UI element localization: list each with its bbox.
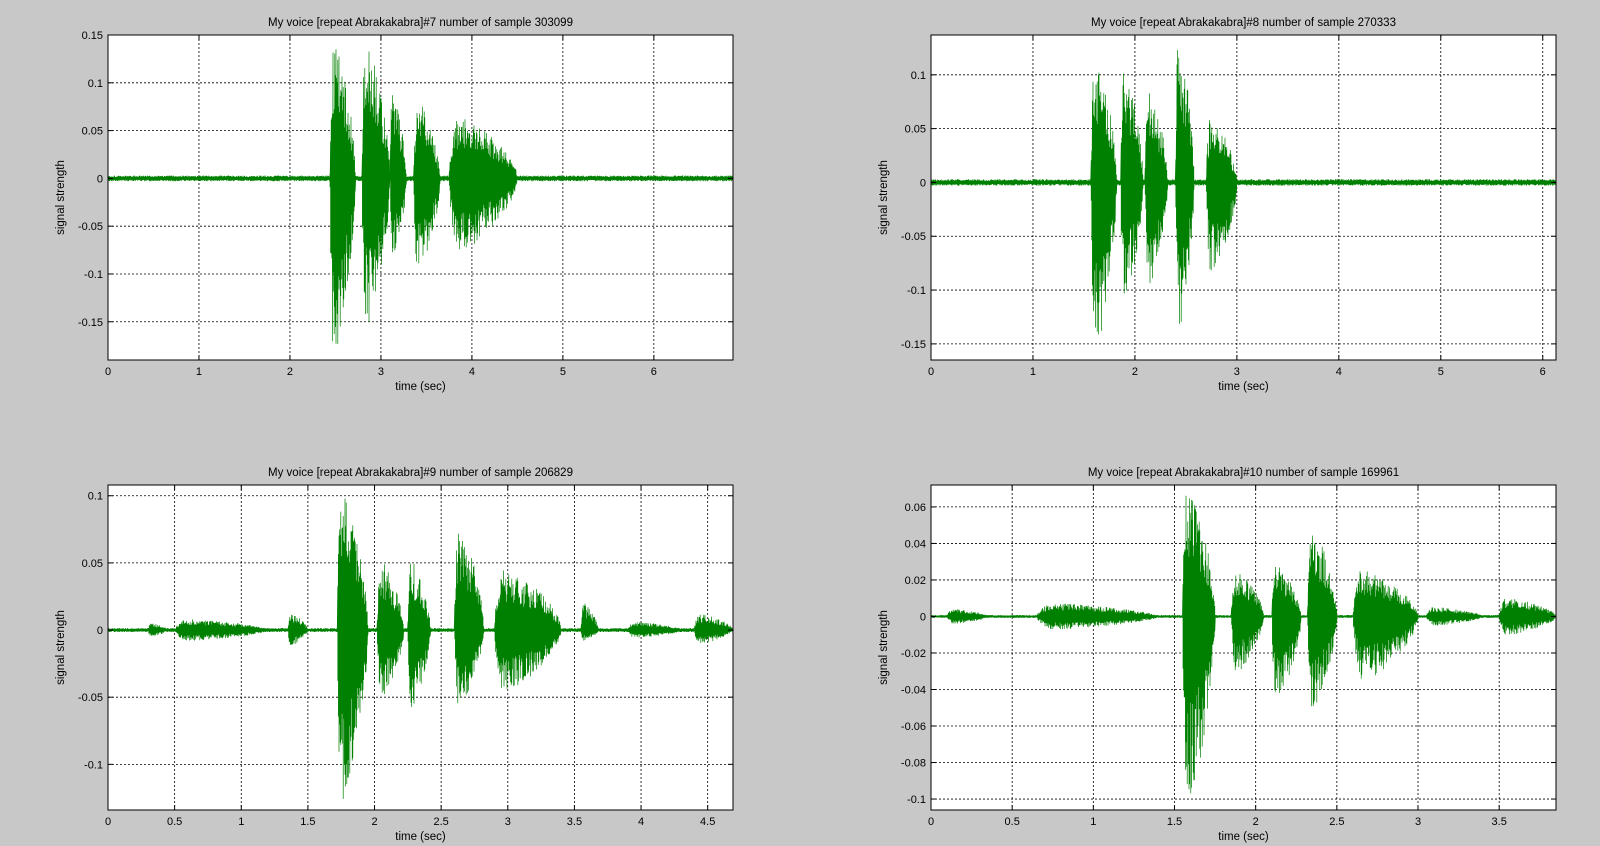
y-axis-label: signal strength	[878, 610, 890, 685]
x-tick-label: 4	[638, 816, 644, 828]
y-tick-label: 0.06	[905, 502, 926, 514]
x-tick-label: 3.5	[567, 816, 582, 828]
chart-title: My voice [repeat Abrakakabra]#8 number o…	[1091, 17, 1396, 29]
chart-1: 0 1 2 3 4 5 6 -0.15 -0.1 -0.05 0 0.05 0.1 0.15 My voic…	[55, 17, 734, 393]
y-tick-label: -0.1	[84, 759, 103, 771]
chart-2: 0 1 2 3 4 5 6 -0.15 -0.1 -0.05 0 0.05 0.1 My voice [r…	[878, 17, 1557, 393]
x-tick-label: 2	[1132, 366, 1138, 378]
axes-frame	[930, 484, 1557, 811]
x-tick-label: 4	[1336, 366, 1342, 378]
x-tick-label: 2.5	[1329, 816, 1344, 828]
x-tick-label: 3	[1234, 366, 1240, 378]
y-tick-label: -0.05	[901, 231, 926, 243]
axes-frame	[930, 34, 1557, 361]
x-axis-label: time (sec)	[395, 381, 446, 393]
x-tick-label: 6	[1540, 366, 1546, 378]
signal-line	[930, 495, 1556, 794]
chart-title: My voice [repeat Abrakakabra]#7 number o…	[268, 17, 573, 29]
chart-4: 0 0.5 1 1.5 2 2.5 3 3.5 -0.1 -0.08 -0.06 -0.04 -0.02…	[878, 467, 1557, 843]
y-tick-label: -0.05	[78, 692, 103, 704]
y-tick-label: 0.04	[905, 538, 926, 550]
y-tick-label: -0.15	[78, 317, 103, 329]
y-tick-label: 0.05	[82, 126, 103, 138]
y-tick-label: -0.02	[901, 648, 926, 660]
y-axis-label: signal strength	[878, 160, 890, 235]
x-tick-label: 2	[1253, 816, 1259, 828]
x-tick-label: 2.5	[434, 816, 449, 828]
x-tick-label: 6	[651, 366, 657, 378]
x-tick-label: 4	[469, 366, 475, 378]
signal-line	[107, 49, 733, 345]
y-tick-label: 0	[920, 611, 926, 623]
y-tick-label: -0.15	[901, 339, 926, 351]
y-tick-label: 0.02	[905, 575, 926, 587]
x-tick-label: 1	[1090, 816, 1096, 828]
y-tick-label: -0.05	[78, 221, 103, 233]
x-axis-label: time (sec)	[1218, 381, 1269, 393]
y-tick-label: -0.04	[901, 684, 926, 696]
x-tick-label: 2	[371, 816, 377, 828]
x-tick-label: 3	[1415, 816, 1421, 828]
x-tick-label: 0	[928, 816, 934, 828]
x-tick-label: 0.5	[1005, 816, 1020, 828]
x-tick-label: 1	[196, 366, 202, 378]
axes-frame	[107, 34, 734, 361]
x-tick-label: 5	[1438, 366, 1444, 378]
x-tick-label: 0	[105, 366, 111, 378]
x-tick-label: 5	[560, 366, 566, 378]
chart-3: 0 0.5 1 1.5 2 2.5 3 3.5 4 4.5 -0.1 -0.05 0 0.05 0.1 My …	[55, 467, 734, 843]
y-tick-label: 0.1	[88, 491, 103, 503]
x-tick-label: 1.5	[300, 816, 315, 828]
x-tick-label: 0	[105, 816, 111, 828]
signal-line	[107, 498, 733, 799]
x-axis-label: time (sec)	[395, 831, 446, 843]
y-axis-label: signal strength	[55, 610, 67, 685]
y-tick-label: -0.06	[901, 721, 926, 733]
y-tick-label: 0	[920, 177, 926, 189]
signal-line	[930, 50, 1556, 335]
y-tick-label: -0.08	[901, 758, 926, 770]
x-tick-label: 3	[505, 816, 511, 828]
y-tick-label: 0.1	[88, 78, 103, 90]
y-tick-label: 0.05	[905, 124, 926, 136]
y-tick-label: -0.1	[907, 794, 926, 806]
y-tick-label: 0.1	[911, 70, 926, 82]
plot-area	[931, 35, 1556, 360]
y-tick-label: 0.05	[82, 558, 103, 570]
x-tick-label: 2	[287, 366, 293, 378]
x-tick-label: 0	[928, 366, 934, 378]
y-tick-label: 0	[97, 625, 103, 637]
y-tick-label: -0.1	[84, 269, 103, 281]
y-tick-label: -0.1	[907, 285, 926, 297]
x-tick-label: 3	[378, 366, 384, 378]
y-tick-label: 0.15	[82, 30, 103, 42]
x-tick-label: 4.5	[700, 816, 715, 828]
y-tick-label: 0	[97, 173, 103, 185]
y-axis-label: signal strength	[55, 160, 67, 235]
x-tick-label: 0.5	[167, 816, 182, 828]
x-tick-label: 1	[1030, 366, 1036, 378]
axes-frame	[107, 484, 734, 811]
chart-title: My voice [repeat Abrakakabra]#10 number …	[1088, 467, 1399, 479]
x-tick-label: 1.5	[1167, 816, 1182, 828]
x-tick-label: 3.5	[1492, 816, 1507, 828]
x-tick-label: 1	[238, 816, 244, 828]
x-axis-label: time (sec)	[1218, 831, 1269, 843]
chart-title: My voice [repeat Abrakakabra]#9 number o…	[268, 467, 573, 479]
